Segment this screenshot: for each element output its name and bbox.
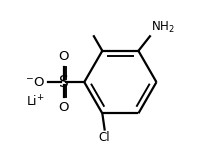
Text: NH$_2$: NH$_2$: [151, 20, 175, 35]
Text: O: O: [58, 50, 69, 63]
Text: Cl: Cl: [99, 131, 110, 144]
Text: Li$^{+}$: Li$^{+}$: [26, 94, 45, 110]
Text: S: S: [59, 75, 68, 90]
Text: O: O: [58, 101, 69, 114]
Text: $^{-}$O: $^{-}$O: [25, 76, 45, 89]
